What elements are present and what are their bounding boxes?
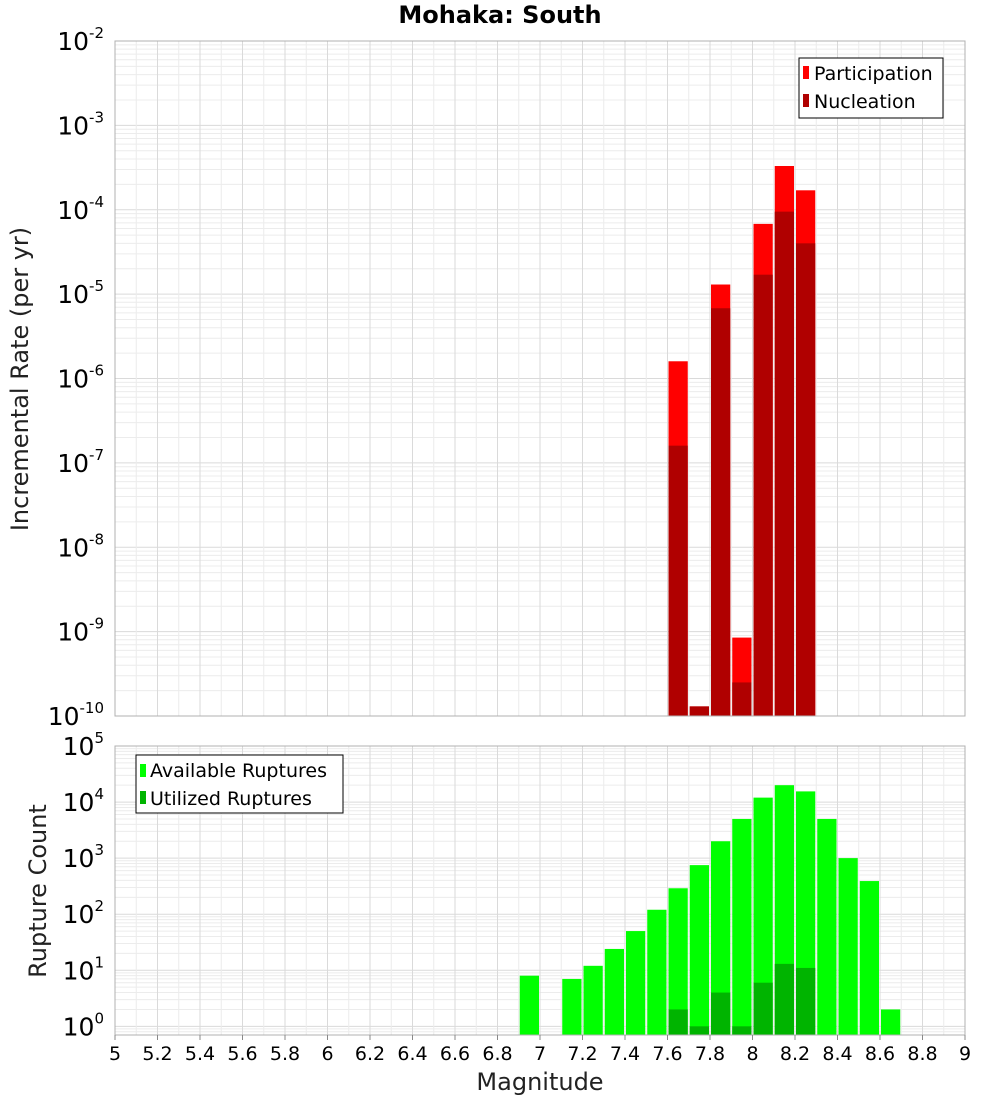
x-tick-label: 5.8 (270, 1043, 300, 1065)
rate-y-tick-label: 10-8 (57, 530, 104, 562)
x-tick-label: 8.8 (907, 1043, 937, 1065)
count-bar-utilized-ruptures (711, 992, 731, 1035)
x-tick-label: 5.6 (227, 1043, 257, 1065)
rate-bar-nucleation (753, 274, 773, 716)
count-bar-available-ruptures (711, 841, 731, 1035)
count-bar-available-ruptures (583, 965, 603, 1035)
rate-grid (114, 41, 966, 717)
count-bar-available-ruptures (647, 909, 667, 1035)
count-panel: 105 104 103 102 101 100 Available Ruptures Ut… (63, 729, 966, 1041)
nucleation-legend-label: Nucleation (814, 91, 916, 113)
count-y-ticks: 105 104 103 102 101 100 (63, 729, 104, 1041)
rate-y-tick-label: 10-9 (57, 615, 104, 647)
rate-y-ticks: 10-2 10-3 10-4 10-5 10-6 10-7 10-8 10-9 10-10 (48, 24, 104, 731)
count-legend: Available Ruptures Utilized Ruptures (135, 754, 344, 814)
count-bar-available-ruptures (604, 948, 624, 1035)
participation-legend-label: Participation (814, 63, 933, 85)
rate-bar-nucleation (796, 243, 816, 717)
count-bar-utilized-ruptures (774, 963, 794, 1035)
x-tick-label: 8.2 (780, 1043, 810, 1065)
bottom-y-axis-title: Rupture Count (24, 804, 52, 978)
rate-y-tick-label: 10-6 (57, 362, 104, 394)
rate-bar-nucleation (774, 211, 794, 716)
x-tick-label: 6.6 (440, 1043, 470, 1065)
count-bar-available-ruptures (753, 797, 773, 1035)
top-y-axis-title: Incremental Rate (per yr) (6, 227, 34, 531)
x-tick-label: 7.2 (567, 1043, 597, 1065)
count-bar-available-ruptures (626, 931, 646, 1035)
x-tick-label: 8 (746, 1043, 758, 1065)
x-tick-label: 8.4 (822, 1043, 852, 1065)
rate-bar-nucleation (711, 308, 731, 716)
available-legend-swatch (140, 764, 146, 777)
x-tick-label: 6 (321, 1043, 333, 1065)
rate-bar-nucleation (668, 445, 688, 716)
count-bar-available-ruptures (668, 888, 688, 1035)
count-bar-utilized-ruptures (668, 1009, 688, 1035)
nucleation-legend-swatch (803, 94, 809, 107)
count-bar-utilized-ruptures (732, 1026, 752, 1035)
x-tick-label: 7.4 (610, 1043, 640, 1065)
count-bar-available-ruptures (562, 978, 582, 1035)
utilized-legend-swatch (140, 791, 146, 804)
count-y-tick-label: 100 (63, 1009, 104, 1041)
chart-title: Mohaka: South (398, 1, 601, 29)
x-tick-label: 6.4 (397, 1043, 427, 1065)
count-bar-utilized-ruptures (753, 982, 773, 1035)
count-bar-available-ruptures (732, 818, 752, 1035)
count-y-tick-label: 104 (63, 785, 104, 817)
rate-legend: Participation Nucleation (798, 57, 944, 119)
x-tick-label: 6.2 (355, 1043, 385, 1065)
rate-y-tick-label: 10-5 (57, 277, 104, 309)
count-bar-available-ruptures (859, 881, 879, 1035)
count-y-tick-label: 101 (63, 953, 104, 985)
rate-y-tick-label: 10-7 (57, 446, 104, 478)
x-tick-label: 5.2 (142, 1043, 172, 1065)
rate-bar-nucleation (689, 706, 709, 716)
count-y-tick-label: 105 (63, 729, 104, 761)
count-bar-available-ruptures (838, 858, 858, 1035)
rate-legend-box (798, 57, 944, 119)
rate-y-tick-label: 10-2 (57, 24, 104, 56)
rate-y-tick-label: 10-4 (57, 193, 104, 225)
x-tick-label: 7.8 (695, 1043, 725, 1065)
utilized-legend-label: Utilized Ruptures (150, 788, 312, 810)
count-bar-available-ruptures (519, 975, 539, 1035)
x-axis-ticks: 5 5.2 5.4 5.6 5.8 6 6.2 6.4 6.6 6.8 7 7.2 7.4 7.6 7.8 8… (109, 1035, 971, 1065)
count-bar-utilized-ruptures (689, 1026, 709, 1035)
x-axis-title: Magnitude (476, 1068, 603, 1096)
rate-y-tick-label: 10-3 (57, 108, 104, 140)
count-bar-available-ruptures (817, 818, 837, 1035)
x-tick-label: 5 (109, 1043, 121, 1065)
count-bar-available-ruptures (689, 865, 709, 1035)
count-y-tick-label: 102 (63, 897, 104, 929)
x-tick-label: 9 (959, 1043, 971, 1065)
rate-plot-frame (114, 40, 966, 717)
x-tick-label: 7 (534, 1043, 546, 1065)
rate-panel: 10-2 10-3 10-4 10-5 10-6 10-7 10-8 10-9 10-10 Pa… (48, 24, 966, 731)
count-legend-box (135, 754, 344, 814)
rate-y-tick-label: 10-10 (48, 699, 104, 731)
rate-bar-nucleation (732, 682, 752, 716)
participation-legend-swatch (803, 66, 809, 79)
x-tick-label: 7.6 (652, 1043, 682, 1065)
x-tick-label: 5.4 (185, 1043, 215, 1065)
x-tick-label: 6.8 (482, 1043, 512, 1065)
available-legend-label: Available Ruptures (150, 760, 327, 782)
count-bar-utilized-ruptures (796, 967, 816, 1035)
count-y-tick-label: 103 (63, 841, 104, 873)
x-tick-label: 8.6 (865, 1043, 895, 1065)
count-bar-available-ruptures (881, 1009, 901, 1035)
rate-bars (668, 166, 816, 717)
count-bars (519, 785, 901, 1035)
